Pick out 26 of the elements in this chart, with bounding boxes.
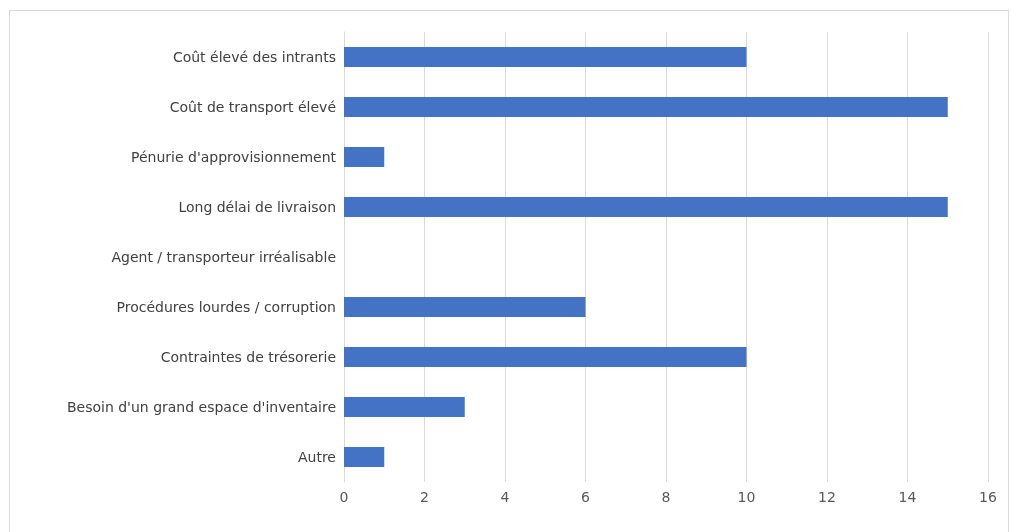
y-tick-label: Contraintes de trésorerie: [160, 349, 336, 365]
x-tick-label: 2: [420, 489, 429, 505]
x-tick-label: 14: [898, 489, 917, 505]
y-tick-label: Procédures lourdes / corruption: [116, 299, 336, 315]
bar: [344, 347, 747, 367]
x-tick-label: 6: [581, 489, 591, 505]
y-tick-label: Coût élevé des intrants: [172, 49, 336, 65]
bar: [344, 447, 385, 467]
x-tick-label: 4: [500, 489, 510, 505]
y-tick-label: Pénurie d'approvisionnement: [130, 149, 337, 165]
bar: [344, 47, 747, 67]
bar: [344, 397, 465, 417]
y-tick-label: Coût de transport élevé: [169, 99, 336, 115]
x-tick-label: 8: [661, 489, 671, 505]
y-tick-label: Autre: [297, 449, 336, 465]
bar: [344, 197, 948, 217]
y-tick-label: Long délai de livraison: [178, 199, 336, 215]
x-tick-label: 10: [737, 489, 756, 505]
x-tick-label: 16: [979, 489, 997, 505]
bar: [344, 147, 385, 167]
y-tick-label: Besoin d'un grand espace d'inventaire: [66, 399, 336, 415]
x-tick-label: 0: [339, 489, 349, 505]
x-tick-label: 12: [818, 489, 836, 505]
y-tick-label: Agent / transporteur irréalisable: [111, 249, 336, 265]
bar: [344, 297, 586, 317]
bar: [344, 97, 948, 117]
